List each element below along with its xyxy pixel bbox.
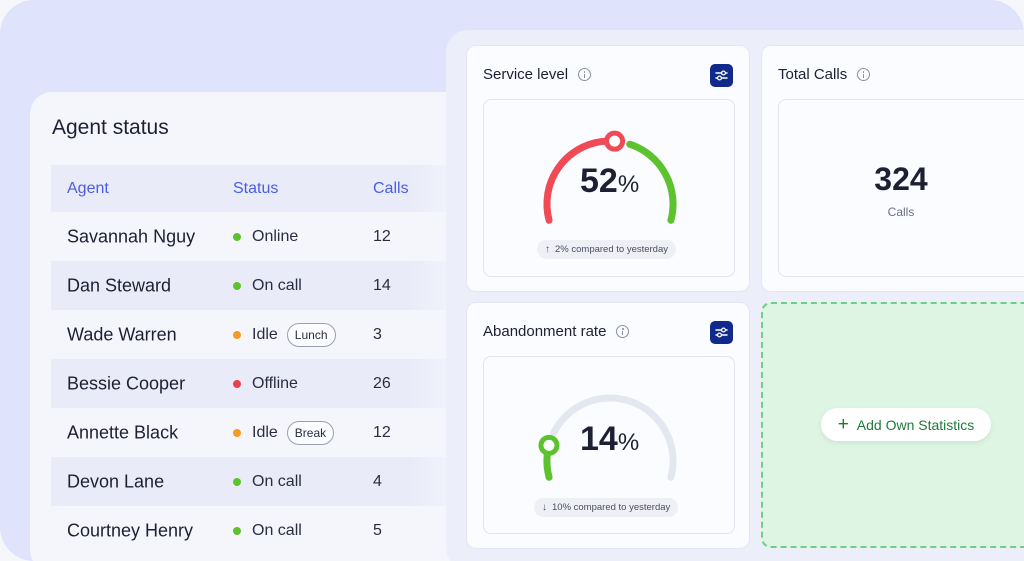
service-level-compare-text: 2% compared to yesterday [555, 244, 669, 255]
agent-name: Devon Lane [67, 471, 165, 491]
agent-name: Annette Black [67, 422, 179, 442]
settings-sliders-button[interactable] [710, 321, 733, 344]
abandonment-rate-number: 14 [580, 420, 618, 458]
agent-status: On call [233, 277, 302, 295]
status-text: Offline [252, 374, 298, 392]
column-header-status[interactable]: Status [233, 179, 279, 197]
column-header-calls[interactable]: Calls [373, 179, 409, 197]
service-level-number: 52 [580, 162, 618, 200]
status-dot [233, 379, 241, 388]
agent-name: Savannah Nguy [67, 226, 196, 246]
abandonment-rate-compare-text: 10% compared to yesterday [552, 502, 671, 513]
plus-icon: + [837, 414, 849, 435]
agent-calls: 12 [373, 423, 391, 441]
status-dot [233, 281, 241, 290]
service-level-value: 52% [580, 162, 639, 201]
total-calls-card: Total Calls 324 Calls [761, 45, 1024, 292]
gauge-knob [604, 130, 626, 152]
gauge-track [550, 394, 677, 481]
arrow-down-icon: ↓ [542, 502, 547, 513]
agent-status: On call [233, 522, 302, 540]
agent-name: Dan Steward [67, 275, 172, 295]
add-own-statistics-button[interactable]: + Add Own Statistics [821, 408, 991, 441]
status-text: Idle [252, 423, 278, 441]
table-row[interactable]: Bessie Cooper Offline 26 [51, 359, 451, 408]
table-row[interactable]: Annette Black Idle Break 12 [51, 408, 451, 457]
total-calls-box [778, 99, 1024, 277]
table-row[interactable]: Devon Lane On call 4 [51, 457, 451, 506]
agent-name: Courtney Henry [67, 520, 194, 540]
add-statistics-dropzone[interactable]: + Add Own Statistics [761, 302, 1024, 548]
table-row[interactable]: Dan Steward On call 14 [51, 261, 451, 310]
total-calls-header: Total Calls [778, 66, 871, 83]
status-dot [233, 428, 241, 437]
agent-table: Agent Status Calls Savannah Nguy Online 12… [51, 165, 451, 555]
arrow-up-icon: ↑ [545, 244, 550, 255]
status-tag: Lunch [286, 322, 336, 347]
table-row[interactable]: Wade Warren Idle Lunch 3 [51, 310, 451, 359]
agent-calls: 4 [373, 472, 382, 490]
agent-status: On call [233, 473, 302, 491]
agent-calls: 26 [373, 374, 391, 392]
service-level-gauge [543, 130, 677, 224]
abandonment-rate-unit: % [617, 429, 640, 456]
gauge-arc-red [543, 137, 612, 224]
info-icon[interactable] [578, 68, 592, 81]
agent-calls: 3 [373, 325, 382, 343]
status-tag: Break [286, 420, 335, 445]
total-calls-label: Calls [887, 205, 915, 219]
column-header-agent[interactable]: Agent [67, 179, 109, 197]
agent-name: Bessie Cooper [67, 373, 186, 393]
abandonment-rate-value: 14% [580, 420, 639, 459]
abandonment-rate-header: Abandonment rate [483, 323, 630, 340]
service-level-card: Service level 52% ↑ 2% compared to yeste… [466, 45, 750, 292]
add-own-statistics-label: Add Own Statistics [856, 416, 975, 433]
agent-table-header: Agent Status Calls [51, 165, 451, 212]
agent-name: Wade Warren [67, 324, 177, 344]
sliders-icon [715, 70, 728, 81]
service-level-compare: ↑ 2% compared to yesterday [537, 240, 677, 259]
sliders-icon [715, 327, 728, 338]
service-level-gauge-box: 52% ↑ 2% compared to yesterday [483, 99, 735, 277]
agent-status-title: Agent status [52, 116, 169, 139]
agent-status: Offline [233, 375, 298, 393]
total-calls-value: 324 [874, 161, 928, 197]
status-dot [233, 526, 241, 535]
abandonment-rate-gauge [538, 394, 677, 481]
agent-status: Online [233, 228, 298, 246]
info-icon[interactable] [857, 68, 871, 81]
table-row[interactable]: Courtney Henry On call 5 [51, 506, 451, 555]
total-calls-title: Total Calls [778, 66, 848, 83]
status-dot [233, 477, 241, 486]
agent-status: Idle Lunch [233, 322, 336, 347]
status-dot [233, 232, 241, 241]
abandonment-rate-gauge-box: 14% ↓ 10% compared to yesterday [483, 356, 735, 534]
status-text: Idle [252, 325, 278, 343]
abandonment-rate-card: Abandonment rate 14% ↓ 10% compared to y… [466, 302, 750, 549]
status-text: Online [252, 227, 299, 245]
settings-sliders-button[interactable] [710, 64, 733, 87]
service-level-title: Service level [483, 66, 569, 83]
gauge-knob [538, 434, 560, 456]
service-level-unit: % [617, 171, 640, 198]
agent-calls: 14 [373, 276, 391, 294]
agent-calls: 12 [373, 227, 391, 245]
agent-status: Idle Break [233, 420, 335, 445]
status-text: On call [252, 472, 302, 490]
agent-calls: 5 [373, 521, 382, 539]
status-text: On call [252, 276, 302, 294]
table-row[interactable]: Savannah Nguy Online 12 [51, 212, 451, 261]
info-icon[interactable] [616, 325, 630, 338]
abandonment-rate-title: Abandonment rate [483, 323, 607, 340]
agent-status-panel: Agent status Agent Status Calls Savannah… [30, 92, 470, 561]
status-dot [233, 330, 241, 339]
abandonment-rate-compare: ↓ 10% compared to yesterday [534, 498, 679, 517]
gauge-arc-green [626, 140, 677, 224]
service-level-header: Service level [483, 66, 592, 83]
status-text: On call [252, 521, 302, 539]
